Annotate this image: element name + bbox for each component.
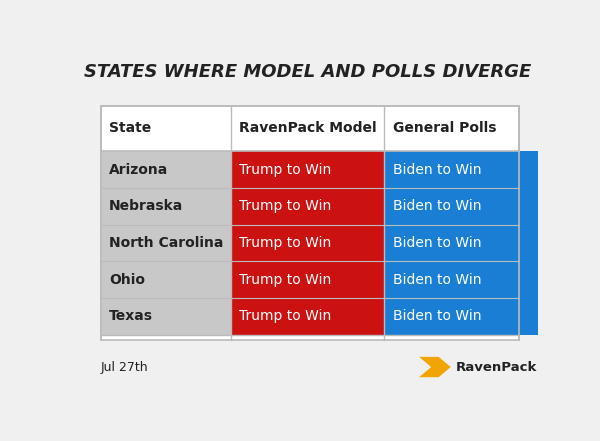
Bar [101, 188, 231, 225]
Text: State: State [109, 121, 151, 135]
Text: RavenPack: RavenPack [455, 361, 537, 374]
Text: Texas: Texas [109, 310, 153, 323]
Bar [101, 225, 231, 262]
Bar [231, 188, 384, 225]
Text: Biden to Win: Biden to Win [392, 199, 481, 213]
Bar [231, 225, 384, 262]
Text: Biden to Win: Biden to Win [392, 273, 481, 287]
Text: RavenPack Model: RavenPack Model [239, 121, 377, 135]
Bar [231, 298, 384, 335]
Text: Trump to Win: Trump to Win [239, 163, 331, 177]
Bar [384, 188, 538, 225]
Polygon shape [419, 357, 451, 377]
Text: Trump to Win: Trump to Win [239, 236, 331, 250]
Text: STATES WHERE MODEL AND POLLS DIVERGE: STATES WHERE MODEL AND POLLS DIVERGE [84, 63, 531, 81]
Text: General Polls: General Polls [392, 121, 496, 135]
Text: Ohio: Ohio [109, 273, 145, 287]
Text: Trump to Win: Trump to Win [239, 310, 331, 323]
Text: Trump to Win: Trump to Win [239, 199, 331, 213]
Bar [101, 262, 231, 298]
Bar [101, 151, 231, 188]
Text: Nebraska: Nebraska [109, 199, 183, 213]
Bar [384, 151, 538, 188]
Text: Biden to Win: Biden to Win [392, 310, 481, 323]
Text: Biden to Win: Biden to Win [392, 236, 481, 250]
Bar [101, 105, 519, 340]
Text: Biden to Win: Biden to Win [392, 163, 481, 177]
Bar [231, 151, 384, 188]
Text: Arizona: Arizona [109, 163, 168, 177]
Text: Trump to Win: Trump to Win [239, 273, 331, 287]
Bar [384, 225, 538, 262]
Text: Jul 27th: Jul 27th [101, 361, 148, 374]
Text: North Carolina: North Carolina [109, 236, 223, 250]
Bar [231, 262, 384, 298]
Bar [101, 298, 231, 335]
Bar [384, 298, 538, 335]
Bar [384, 262, 538, 298]
